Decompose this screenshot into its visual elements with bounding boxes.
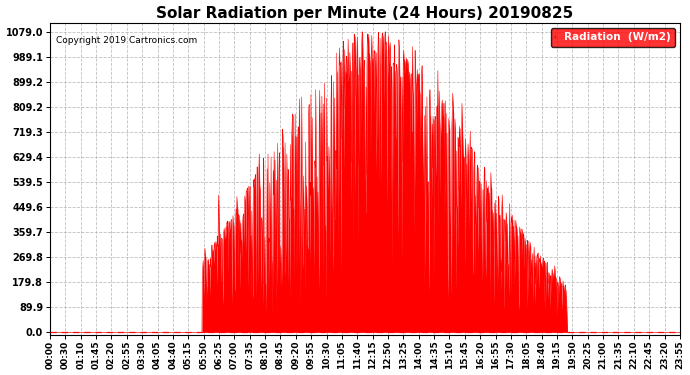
Legend: Radiation  (W/m2): Radiation (W/m2) (551, 28, 675, 46)
Text: Copyright 2019 Cartronics.com: Copyright 2019 Cartronics.com (57, 36, 197, 45)
Title: Solar Radiation per Minute (24 Hours) 20190825: Solar Radiation per Minute (24 Hours) 20… (157, 6, 573, 21)
